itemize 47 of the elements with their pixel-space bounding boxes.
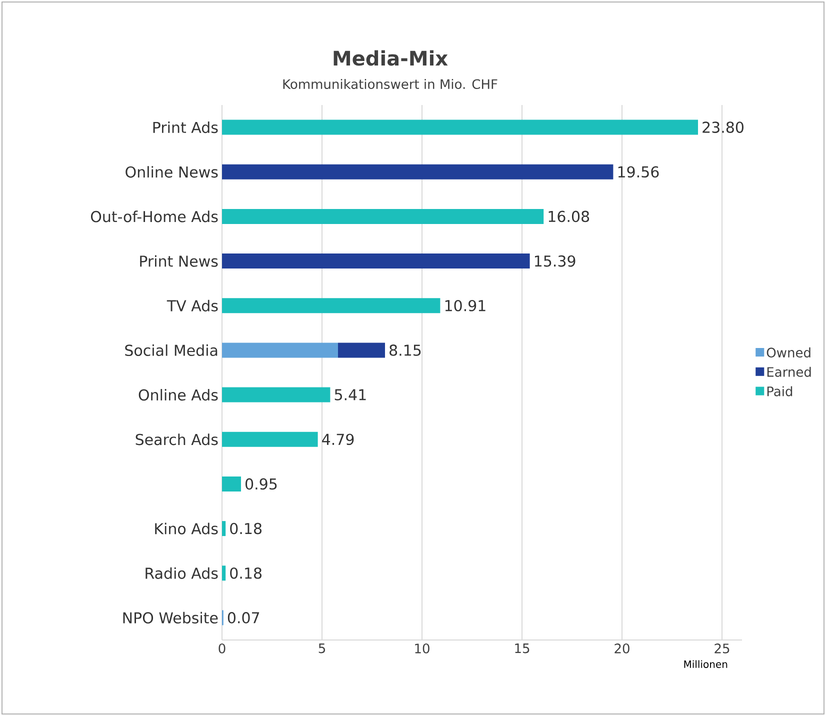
- y-tick-label: Search Ads: [136, 434, 218, 446]
- x-tick-label: 20: [614, 644, 630, 654]
- x-tick-label: 15: [515, 644, 530, 654]
- legend-label: Earned: [767, 366, 811, 377]
- bar: [222, 254, 530, 269]
- total-label: 4.79: [322, 434, 354, 446]
- x-tick-label: 5: [318, 644, 326, 654]
- y-tick-label: TV Ads: [166, 300, 218, 312]
- total-label: 10.91: [445, 300, 486, 312]
- y-tick-label: Social Media: [125, 344, 218, 356]
- bar: [222, 432, 318, 447]
- bar: [338, 342, 386, 358]
- x-axis-title: Millionen: [684, 660, 728, 668]
- legend-label: Paid: [767, 386, 792, 396]
- bar: [222, 342, 338, 358]
- legend-label: Owned: [766, 347, 810, 358]
- total-label: 0.07: [228, 612, 260, 624]
- y-tick-label: Print News: [140, 255, 218, 267]
- x-tick-label: 0: [218, 644, 226, 654]
- y-tick-label: NPO Website: [123, 612, 218, 624]
- total-label: 0.18: [230, 522, 262, 534]
- x-tick-label: 25: [714, 644, 730, 654]
- total-label: 5.41: [334, 389, 366, 400]
- total-label: 23.80: [702, 122, 744, 133]
- total-label: 0.18: [230, 567, 262, 579]
- y-tick-label: Out-of-Home Ads: [90, 210, 218, 222]
- x-tick-label: 10: [415, 644, 430, 654]
- y-tick-label: Online Ads: [138, 389, 218, 401]
- bar: [222, 120, 698, 135]
- bar: [222, 566, 226, 581]
- bar: [222, 208, 544, 224]
- y-tick-label: Kino Ads: [155, 522, 218, 534]
- bar: [222, 164, 614, 180]
- bar: [222, 298, 440, 314]
- total-label: 19.56: [618, 166, 659, 178]
- y-tick-label: Print Ads: [153, 122, 218, 134]
- chart-title: Media-Mix: [334, 50, 448, 66]
- y-tick-label: Radio Ads: [146, 567, 218, 579]
- total-label: 0.95: [246, 478, 277, 490]
- bar: [222, 387, 330, 402]
- bar: [222, 476, 242, 492]
- total-label: 15.39: [534, 255, 576, 267]
- total-label: 16.08: [548, 210, 590, 222]
- total-label: 8.15: [390, 344, 421, 356]
- chart-subtitle: Kommunikationswert in Mio. CHF: [283, 78, 498, 90]
- y-tick-label: Online News: [126, 166, 218, 178]
- bar: [222, 521, 226, 536]
